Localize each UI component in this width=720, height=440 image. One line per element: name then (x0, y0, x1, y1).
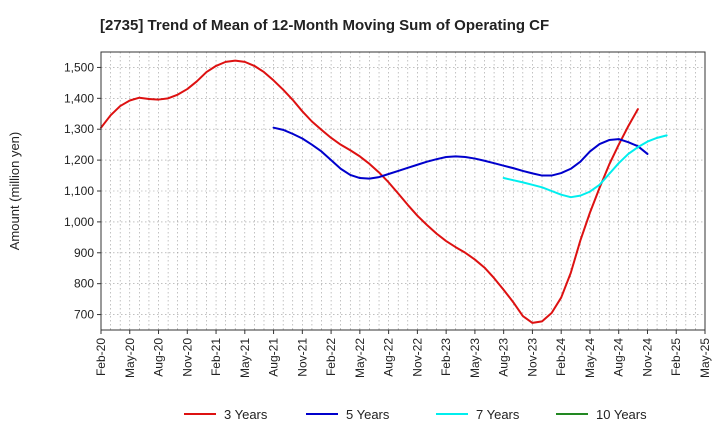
y-tick-label: 1,300 (64, 122, 94, 136)
legend-label: 3 Years (224, 407, 268, 422)
x-tick-label: Feb-20 (94, 338, 108, 376)
chart-title: [2735] Trend of Mean of 12-Month Moving … (100, 17, 549, 34)
x-tick-label: Nov-23 (525, 338, 539, 377)
legend: 3 Years 5 Years 7 Years 10 Years (184, 407, 647, 422)
x-tick-label: Aug-22 (382, 338, 396, 377)
x-tick-label: Feb-25 (669, 338, 683, 376)
y-tick-label: 1,500 (64, 60, 94, 74)
y-axis: 700 800 900 1,000 1,100 1,200 1,300 1,400 1,500 (64, 60, 101, 321)
x-tick-label: Aug-24 (612, 338, 626, 377)
y-axis-title: Amount (million yen) (7, 132, 22, 251)
x-tick-label: May-20 (123, 338, 137, 378)
y-tick-label: 1,200 (64, 153, 94, 167)
y-tick-label: 1,100 (64, 184, 94, 198)
legend-label: 7 Years (476, 407, 520, 422)
x-axis: Feb-20 May-20 Aug-20 Nov-20 Feb-21 May-21 Aug-… (94, 330, 712, 378)
x-tick-label: Aug-20 (152, 338, 166, 377)
x-tick-label: Nov-20 (180, 338, 194, 377)
chart: [2735] Trend of Mean of 12-Month Moving … (0, 0, 720, 440)
legend-label: 10 Years (596, 407, 647, 422)
x-tick-label: May-21 (238, 338, 252, 378)
x-tick-label: Aug-23 (497, 338, 511, 377)
x-tick-label: Nov-24 (640, 338, 654, 377)
x-tick-label: Nov-22 (410, 338, 424, 377)
x-tick-label: Feb-21 (209, 338, 223, 376)
x-tick-label: Feb-22 (324, 338, 338, 376)
y-tick-label: 800 (74, 277, 94, 291)
x-tick-label: Feb-24 (554, 338, 568, 376)
y-tick-label: 1,000 (64, 215, 94, 229)
x-tick-label: Aug-21 (267, 338, 281, 377)
x-tick-label: May-25 (698, 338, 712, 378)
y-tick-label: 1,400 (64, 91, 94, 105)
x-tick-label: Feb-23 (439, 338, 453, 376)
legend-label: 5 Years (346, 407, 390, 422)
y-tick-label: 900 (74, 246, 94, 260)
x-tick-label: May-23 (468, 338, 482, 378)
x-tick-label: May-22 (353, 338, 367, 378)
y-tick-label: 700 (74, 308, 94, 322)
x-tick-label: Nov-21 (295, 338, 309, 377)
x-tick-label: May-24 (583, 338, 597, 378)
